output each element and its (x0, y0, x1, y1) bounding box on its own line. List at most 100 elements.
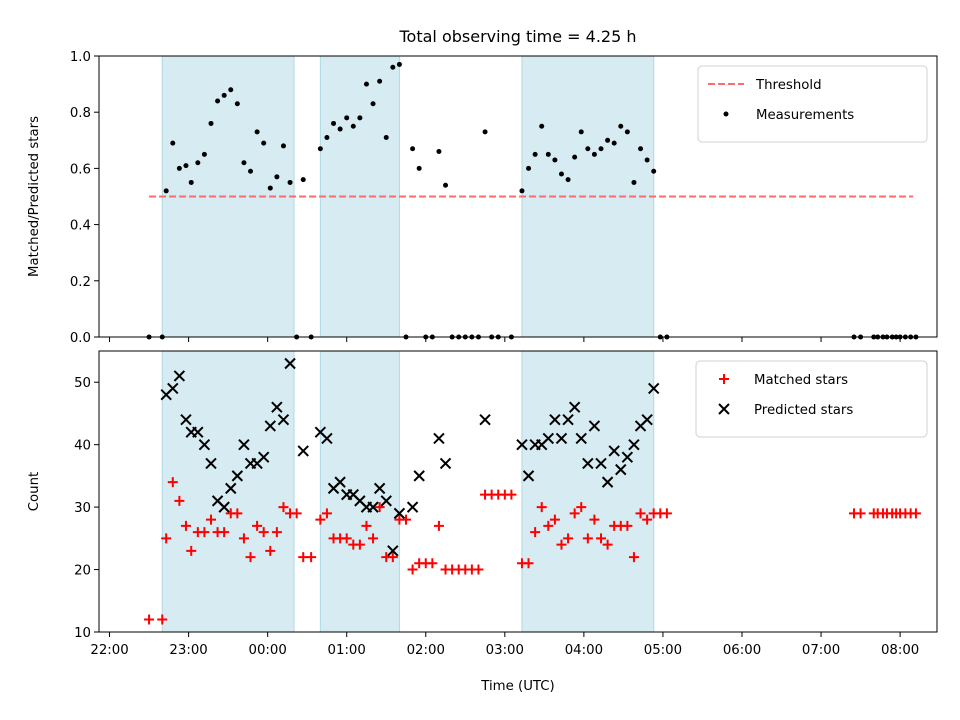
measurement-point (331, 120, 337, 126)
x-tick-label: 02:00 (407, 643, 445, 658)
measurement-point (170, 140, 176, 146)
matched-star-point (635, 508, 646, 519)
measurement-point (436, 149, 442, 155)
measurement-point (558, 171, 564, 177)
measurement-point (611, 140, 617, 146)
predicted-star-point (516, 438, 528, 451)
predicted-star-point (601, 476, 614, 488)
predicted-star-point (225, 482, 237, 495)
predicted-star-point (192, 426, 204, 438)
measurement-point (254, 129, 260, 135)
matched-star-point (186, 545, 197, 556)
matched-star-point (855, 508, 866, 519)
matched-star-point (354, 539, 365, 550)
predicted-star-point (198, 438, 211, 451)
measurement-point (591, 151, 597, 157)
matched-star-point (530, 527, 541, 538)
measurement-point (539, 123, 545, 129)
predicted-star-point (588, 420, 601, 432)
x-tick-label: 04:00 (565, 643, 603, 658)
y-tick-label: 30 (74, 501, 91, 516)
predicted-star-point (205, 457, 217, 470)
measurement-point (638, 146, 644, 152)
measurement-point (350, 123, 356, 129)
measurement-point (201, 151, 207, 157)
matched-star-point (258, 527, 269, 538)
x-tick-label: 06:00 (723, 643, 761, 658)
measurement-point (208, 120, 214, 126)
measurement-point (624, 129, 630, 135)
measurement-point (585, 146, 591, 152)
matched-star-point (401, 514, 412, 525)
matched-star-point (523, 558, 534, 569)
measurement-point (396, 61, 402, 67)
predicted-star-point (380, 495, 392, 507)
y-tick-label: 0.0 (70, 331, 91, 346)
matched-star-point (536, 502, 547, 513)
predicted-star-point (479, 413, 491, 426)
series-matched-stars (144, 477, 921, 625)
measurement-point (188, 179, 194, 185)
matched-star-point (205, 514, 216, 525)
measurement-point (317, 146, 323, 152)
matched-star-point (144, 614, 155, 625)
measurement-point (482, 129, 488, 135)
matched-star-point (199, 527, 210, 538)
predicted-star-point (406, 501, 419, 513)
matched-star-point (628, 552, 639, 563)
matched-star-point (473, 564, 484, 575)
measurement-point (532, 151, 538, 157)
x-tick-label: 22:00 (90, 643, 128, 658)
predicted-star-point (413, 470, 425, 482)
measurement-point (552, 157, 558, 163)
axes-frame (98, 350, 938, 633)
matched-star-point (278, 502, 289, 513)
y-tick-label: 0.6 (70, 162, 91, 177)
measurement-point (183, 163, 189, 169)
matched-star-point (433, 520, 444, 531)
legend: Threshold Measurements (697, 65, 928, 143)
matched-star-point (368, 533, 379, 544)
measurement-point (241, 160, 247, 166)
matched-star-point (661, 508, 672, 519)
measurement-point (337, 126, 343, 132)
predicted-star-point (439, 457, 452, 470)
series-measurements (146, 61, 919, 340)
measurement-point (280, 143, 286, 149)
x-axis-label: Time (UTC) (480, 679, 555, 694)
measurement-point (287, 179, 293, 185)
matched-star-point (232, 508, 243, 519)
measurement-point (363, 81, 369, 87)
measurement-point (274, 174, 280, 180)
measurement-point (383, 134, 389, 140)
measurement-point (443, 182, 449, 188)
predicted-star-point (321, 432, 333, 445)
measurement-point (228, 87, 234, 93)
legend-predicted-swatch (718, 403, 730, 415)
shaded-interval (521, 350, 655, 633)
predicted-star-point (284, 357, 296, 370)
measurement-point (618, 123, 624, 129)
series-predicted-stars (160, 357, 660, 557)
matched-star-point (219, 527, 230, 538)
predicted-star-point (393, 507, 406, 520)
legend-box (695, 360, 928, 438)
matched-star-point (341, 533, 352, 544)
measurement-point (526, 165, 532, 171)
matched-star-point (563, 533, 574, 544)
predicted-star-point (264, 420, 276, 432)
matched-star-point (315, 514, 326, 525)
measurement-point (631, 179, 637, 185)
matched-star-point (506, 489, 517, 500)
measurement-point (370, 101, 376, 107)
predicted-star-point (595, 457, 607, 470)
bottom-panel: 10 20 30 40 50 22:00 23:00 00:00 01:00 02:00 03:00… (27, 350, 938, 658)
measurement-point (267, 185, 273, 191)
predicted-star-point (628, 438, 640, 451)
matched-star-point (387, 552, 398, 563)
matched-star-point (556, 539, 567, 550)
matched-star-point (596, 533, 607, 544)
y-tick-label: 20 (74, 564, 91, 579)
predicted-star-point (277, 413, 290, 426)
